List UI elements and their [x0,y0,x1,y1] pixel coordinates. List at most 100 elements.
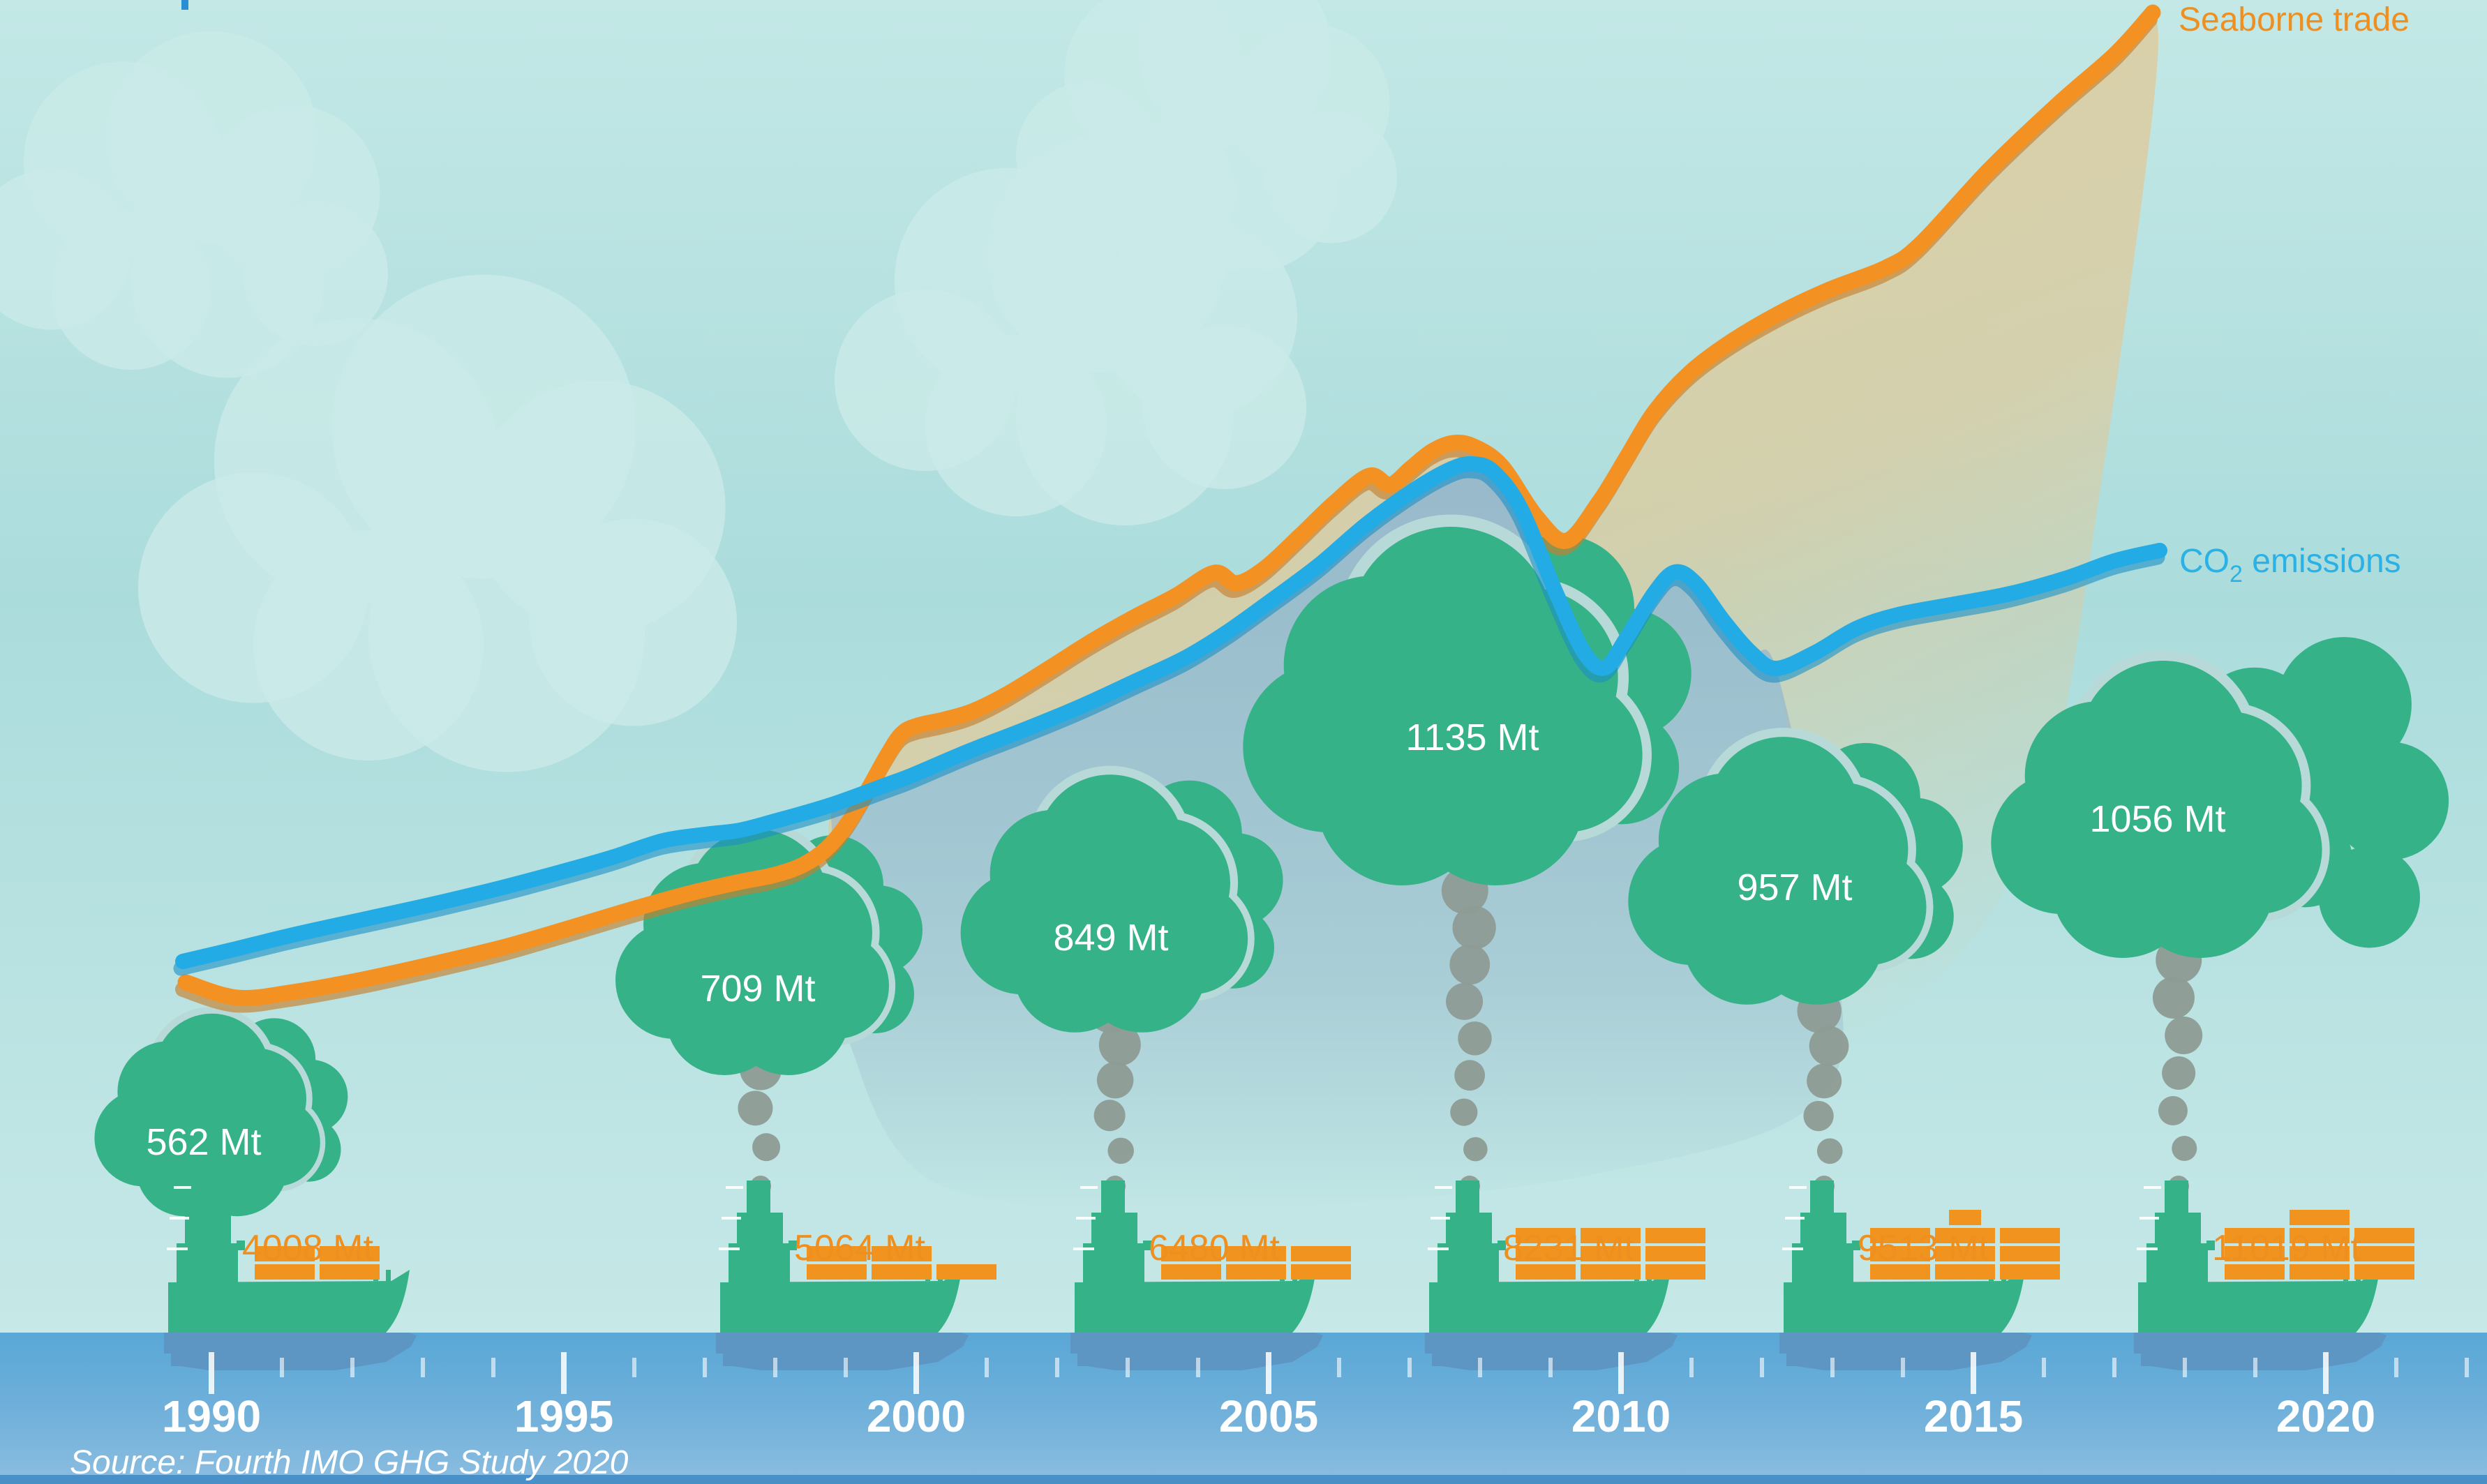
tick-minor [1337,1358,1341,1377]
co2-emissions-label: CO2 emissions [2179,543,2401,587]
cargo-ship [1073,1181,1351,1333]
cloud-front-puff [1701,791,1872,962]
cloud-front-puff [1340,600,1569,829]
container [1870,1246,1930,1261]
superstructure-upper [737,1213,783,1245]
seaborne-trade-label: Seaborne trade [2179,1,2410,38]
container [1291,1264,1351,1280]
cargo-ship [719,1181,996,1333]
background-cloud-puff [51,209,211,370]
tick-minor [2253,1358,2257,1377]
container [2225,1246,2285,1261]
railing [1789,1186,1807,1189]
background-cloud [1016,0,1397,273]
bridge-wing [237,1241,245,1250]
container [1516,1264,1576,1280]
co2-cloud: 709 Mt [615,821,923,1075]
cloud-front-puff [2072,721,2262,911]
container-stack [807,1246,867,1280]
railing [2139,1217,2159,1220]
cloud-extra-puff [2276,637,2412,772]
container [2225,1264,2285,1280]
co2-cloud: 562 Mt [94,1006,348,1217]
smoke-puff [752,1133,781,1162]
container [1516,1246,1576,1261]
railing [1435,1186,1452,1189]
value-labels: 4008 Mt 5064 Mt 6480 Mt 8231 Mt 9513 Mt 11019… [162,1228,2375,1441]
cargo-ships [167,1181,2414,1333]
ship-hull [168,1270,410,1333]
tick-minor [985,1358,989,1377]
container-stack [1870,1228,1930,1280]
smoke-puff [2165,1017,2203,1054]
rudder [171,1352,181,1366]
bridge-wing [1143,1241,1151,1250]
underwater-hull [1070,1333,1323,1370]
tick-minor [1478,1358,1482,1377]
container [1645,1228,1705,1243]
container [320,1264,380,1280]
trade-value: 9513 Mt [1858,1228,1989,1268]
tick-minor [2183,1358,2187,1377]
smoke-puff [1098,1024,1141,1066]
container-stack [1226,1246,1286,1280]
funnel [2165,1181,2188,1214]
container-stack [1161,1246,1221,1280]
underwater-hull [716,1333,969,1370]
sea-bottom-strip [0,1475,2487,1484]
container [1645,1264,1705,1280]
year-label: 2005 [1219,1391,1318,1441]
funnel [1101,1181,1125,1214]
funnel [195,1181,218,1214]
container [872,1246,932,1261]
smoke-puff [1803,1100,1834,1132]
co2-cloud: 957 Mt [1628,728,1963,1005]
railing [1785,1217,1805,1220]
container-stack [2354,1228,2414,1280]
smoke-puff [1452,906,1496,950]
container [255,1264,315,1280]
rudder [723,1352,733,1366]
tick-minor [773,1358,777,1377]
source-note: Source: Fourth IMO GHG Study 2020 [70,1444,629,1481]
tick-minor [280,1358,284,1377]
year-label: 2020 [2276,1391,2375,1441]
railing [1073,1247,1094,1250]
container-stack [255,1246,315,1280]
tick-major [913,1352,919,1394]
smoke-puff [1463,1137,1488,1162]
tick-minor [1548,1358,1553,1377]
smoke-puff [1450,1098,1478,1126]
container [1935,1264,1995,1280]
funnel [1456,1181,1479,1214]
rudder [1077,1352,1087,1366]
cloud-extra-puff [2318,846,2420,948]
year-label: 2015 [1924,1391,2023,1441]
railing [2144,1186,2161,1189]
container [1581,1228,1641,1243]
tick-minor [2394,1358,2398,1377]
tick-major [1971,1352,1976,1394]
trade-value: 5064 Mt [794,1228,925,1268]
railing [1431,1217,1450,1220]
tick-minor [2112,1358,2116,1377]
container [1935,1246,1995,1261]
background-cloud [138,274,737,772]
bridge-wing [2206,1241,2215,1250]
container-stack [1291,1246,1351,1280]
co2-cloud: 1056 Mt [1991,637,2449,958]
container-cap [1949,1210,1981,1225]
railing [170,1217,189,1220]
tick-minor [1407,1358,1412,1377]
container [1161,1264,1221,1280]
superstructure-upper [185,1213,231,1245]
railing [722,1217,741,1220]
background-cloud [0,31,388,378]
container [1161,1246,1221,1261]
tick-minor [1055,1358,1059,1377]
background-cloud-puff [1089,119,1236,265]
smoke-puff [1816,1138,1843,1164]
co2-emissions-line [175,456,2167,969]
